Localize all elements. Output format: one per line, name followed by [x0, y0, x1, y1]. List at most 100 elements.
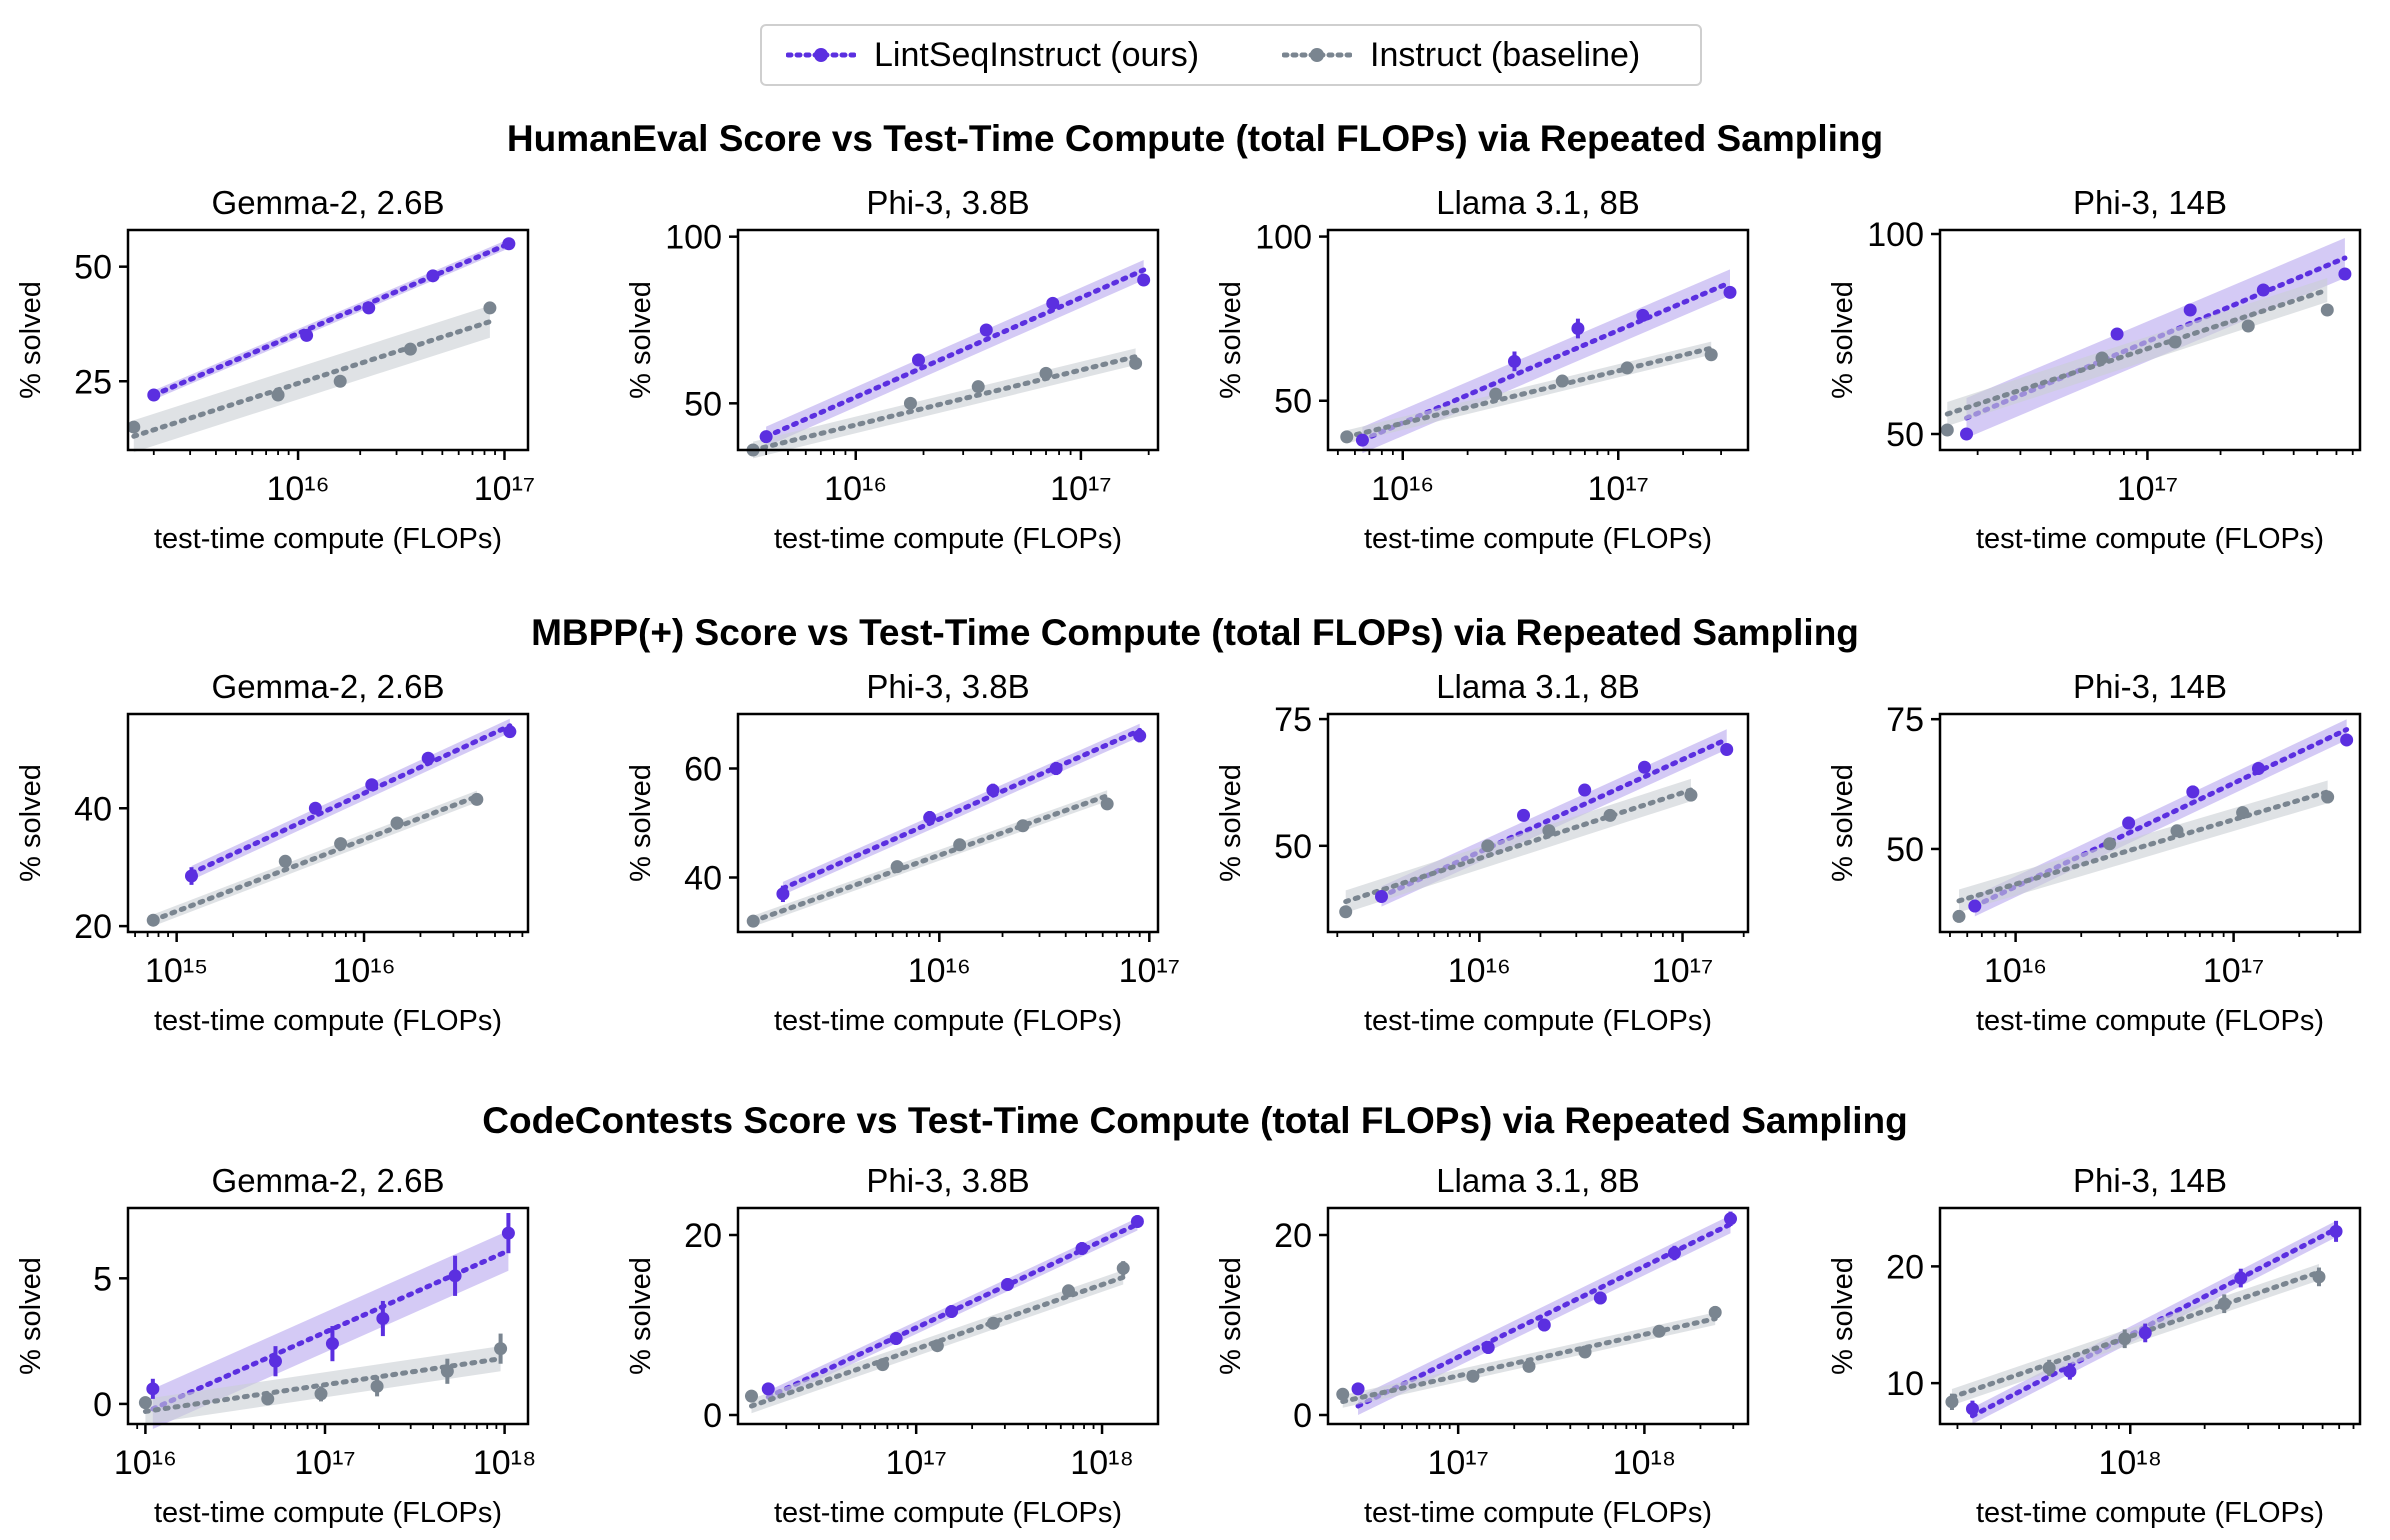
data-point-baseline — [1555, 374, 1569, 388]
data-point-baseline — [930, 1339, 944, 1353]
x-tick-label: 10¹⁶ — [1448, 952, 1511, 990]
data-point-baseline — [746, 914, 760, 928]
data-point-baseline — [1116, 1261, 1130, 1275]
y-tick-label: 5 — [93, 1260, 112, 1298]
data-point-ours — [1351, 1382, 1365, 1396]
panel-title: Phi-3, 14B — [2073, 668, 2227, 705]
fit-band-baseline — [133, 305, 490, 453]
data-point-ours — [2063, 1364, 2077, 1378]
panel-title: Phi-3, 3.8B — [866, 668, 1029, 705]
y-tick-label: 50 — [1886, 416, 1924, 454]
chart-panel-8: Gemma-2, 2.6B 0 5 10¹⁶ 10¹⁷ 10¹⁸ test-time com… — [15, 1162, 536, 1529]
data-point-ours — [2122, 816, 2136, 830]
panel-title: Llama 3.1, 8B — [1436, 184, 1640, 221]
data-point-baseline — [1684, 788, 1698, 802]
x-axis-label: test-time compute (FLOPs) — [1364, 523, 1712, 555]
y-axis-label: % solved — [625, 281, 657, 399]
data-point-ours — [986, 783, 1000, 797]
axes-frame — [1938, 1206, 2362, 1426]
data-point-baseline — [146, 913, 160, 927]
data-point-baseline — [1652, 1324, 1666, 1338]
fit-line-baseline — [1344, 345, 1714, 440]
data-point-ours — [1960, 427, 1974, 441]
chart-panel-3: Phi-3, 14B 50 100 10¹⁷ test-time compute (FL… — [1827, 184, 2362, 555]
fit-line-ours — [780, 727, 1143, 891]
data-point-ours — [503, 725, 517, 739]
data-point-baseline — [271, 388, 285, 402]
data-point-baseline — [2241, 319, 2255, 333]
y-tick-label: 20 — [1886, 1248, 1924, 1286]
data-point-ours — [923, 811, 937, 825]
legend-label-ours: LintSeqInstruct (ours) — [874, 35, 1200, 74]
data-point-ours — [1049, 762, 1063, 775]
data-point-baseline — [1481, 839, 1495, 853]
x-axis-label: test-time compute (FLOPs) — [774, 523, 1122, 555]
y-tick-label: 50 — [1274, 383, 1312, 421]
data-point-baseline — [1062, 1284, 1076, 1298]
data-point-ours — [1965, 1402, 1979, 1416]
x-axis-label: test-time compute (FLOPs) — [154, 523, 502, 555]
x-tick-label: 10¹⁷ — [474, 470, 535, 508]
data-point-baseline — [1336, 1387, 1350, 1401]
data-point-baseline — [1542, 824, 1556, 838]
data-point-ours — [1481, 1341, 1495, 1354]
data-point-baseline — [494, 1342, 508, 1356]
chart-panel-11: Phi-3, 14B 10 20 10¹⁸ test-time compute (FLO… — [1827, 1162, 2362, 1529]
fit-line-baseline — [748, 1274, 1126, 1409]
data-point-ours — [2234, 1271, 2248, 1285]
panel-title: Llama 3.1, 8B — [1436, 1162, 1640, 1199]
data-point-ours — [1578, 783, 1592, 797]
row-title-codecontests: CodeContests Score vs Test-Time Compute … — [482, 1100, 1908, 1141]
fit-line-baseline — [150, 793, 480, 923]
x-axis-label: test-time compute (FLOPs) — [774, 1497, 1122, 1529]
y-tick-label: 10 — [1886, 1365, 1924, 1403]
data-point-baseline — [278, 854, 292, 868]
legend-entry-ours: LintSeqInstruct (ours) — [786, 26, 1199, 84]
x-tick-label: 10¹⁶ — [824, 470, 887, 508]
chart-panel-10: Llama 3.1, 8B 0 20 10¹⁷ 10¹⁸ test-time comput… — [1215, 1162, 1750, 1529]
axes-frame — [126, 228, 530, 452]
data-point-ours — [1720, 742, 1734, 756]
x-axis-label: test-time compute (FLOPs) — [774, 1005, 1122, 1037]
chart-panel-4: Gemma-2, 2.6B 20 40 10¹⁵ 10¹⁶ test-time compu… — [15, 668, 530, 1037]
data-point-ours — [2110, 327, 2124, 341]
fit-band-ours — [1358, 1215, 1731, 1415]
x-tick-label: 10¹⁵ — [145, 952, 208, 990]
data-point-baseline — [1100, 797, 1114, 811]
x-axis-label: test-time compute (FLOPs) — [154, 1005, 502, 1037]
data-point-baseline — [261, 1392, 275, 1406]
x-tick-label: 10¹⁷ — [1588, 470, 1649, 508]
data-point-ours — [759, 430, 773, 444]
data-point-ours — [448, 1269, 462, 1283]
y-tick-label: 20 — [74, 908, 112, 946]
axes-frame — [1326, 228, 1750, 452]
fit-line-ours — [151, 241, 512, 398]
legend-marker-ours — [786, 48, 856, 62]
axes-frame — [126, 1206, 530, 1426]
axes-frame — [1326, 1206, 1750, 1426]
data-point-ours — [1046, 296, 1060, 310]
data-point-ours — [1001, 1278, 1015, 1291]
row-title-mbpp: MBPP(+) Score vs Test-Time Compute (tota… — [531, 612, 1859, 653]
legend-entry-baseline: Instruct (baseline) — [1282, 26, 1640, 84]
y-axis-label: % solved — [625, 1257, 657, 1375]
fit-line-baseline — [131, 319, 493, 439]
fit-line-ours — [188, 723, 513, 876]
data-point-baseline — [1522, 1359, 1536, 1373]
x-tick-label: 10¹⁶ — [908, 952, 971, 990]
data-point-baseline — [1945, 1395, 1959, 1409]
data-point-baseline — [903, 396, 917, 410]
axes-frame — [1938, 228, 2362, 452]
fit-line-ours — [1359, 280, 1733, 443]
fit-line-baseline — [750, 354, 1139, 453]
legend: LintSeqInstruct (ours) Instruct (baselin… — [760, 24, 1702, 86]
data-point-baseline — [1578, 1345, 1592, 1359]
x-tick-label: 10¹⁷ — [1652, 952, 1713, 990]
data-point-ours — [1374, 890, 1388, 904]
data-point-baseline — [314, 1387, 328, 1401]
data-point-ours — [421, 751, 435, 765]
data-point-baseline — [440, 1364, 454, 1378]
y-tick-label: 75 — [1886, 701, 1924, 739]
data-point-baseline — [2321, 790, 2335, 804]
data-point-ours — [1137, 273, 1151, 287]
